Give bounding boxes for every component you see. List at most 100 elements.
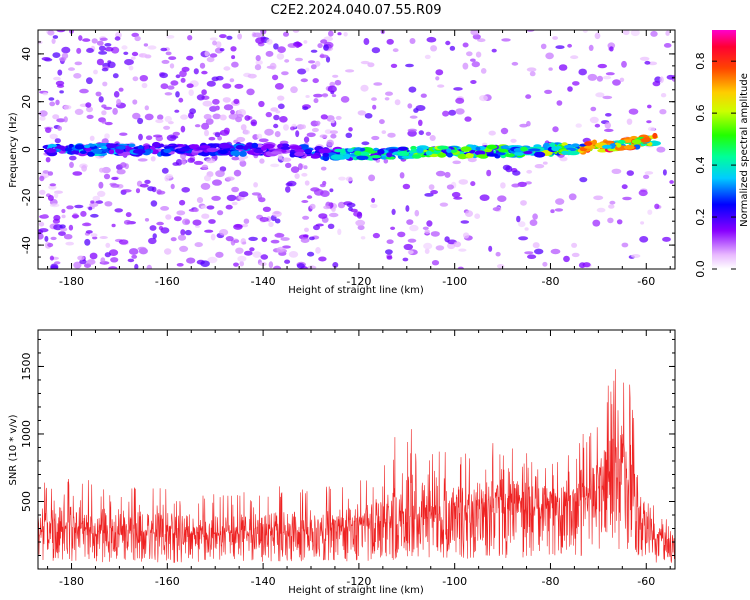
heatmap-cell [164,115,172,123]
heatmap-cell [292,30,300,33]
heatmap-cell [501,38,511,42]
heatmap-cell [276,53,285,60]
heatmap-cell [386,255,393,260]
heatmap-cell [41,57,51,61]
heatmap-cell [272,210,282,217]
ridge-cell [520,146,528,152]
heatmap-cell [277,152,283,160]
ridge-cell [465,152,474,159]
heatmap-cell [367,62,375,68]
heatmap-cell [567,43,572,48]
heatmap-cell [148,237,157,245]
heatmap-cell [462,62,469,70]
heatmap-cell [403,243,413,251]
heatmap-cell [418,130,424,136]
heatmap-cell [402,257,409,262]
heatmap-cell [212,113,221,120]
heatmap-cell [646,120,652,124]
heatmap-cell [448,109,457,116]
heatmap-cell [406,219,414,225]
heatmap-cell [160,47,168,52]
heatmap-cell [104,252,111,258]
heatmap-cell [194,242,203,248]
heatmap-cell [258,138,269,143]
heatmap-cell [223,66,231,71]
heatmap-cell [212,40,217,46]
heatmap-cell [462,42,469,48]
heatmap-cell [80,210,87,217]
heatmap-cell [669,180,674,184]
heatmap-cell [96,58,104,66]
heatmap-cell [49,203,60,208]
heatmap-cell [293,42,303,47]
heatmap-cell [252,251,262,258]
ridge-cell [549,142,556,148]
heatmap-cell [158,226,164,231]
heatmap-cell [164,248,172,255]
heatmap-cell [146,264,152,269]
heatmap-cell [492,207,501,212]
heatmap-cell [101,166,111,174]
heatmap-cell [422,226,429,230]
heatmap-cell [202,100,213,107]
heatmap-cell [558,64,568,71]
ridge-cell [584,141,593,146]
heatmap-cell [273,114,280,121]
ridge-cell [247,150,256,155]
heatmap-cell [474,213,481,219]
heatmap-cell [103,173,111,180]
ridge-cell [92,148,103,154]
heatmap-cell [193,160,204,165]
heatmap-cell [52,35,59,39]
heatmap-cell [304,180,310,186]
heatmap-cell [53,76,61,81]
heatmap-cell [170,183,175,190]
heatmap-cell [532,242,540,249]
heatmap-cell [104,121,113,126]
heatmap-cell [587,73,598,81]
heatmap-cell [306,195,313,199]
heatmap-cell [268,261,274,269]
heatmap-cell [435,170,446,177]
heatmap-cell [612,79,621,86]
heatmap-cell [207,256,218,264]
heatmap-cell [210,233,216,241]
heatmap-cell [630,30,640,37]
heatmap-cell [370,203,378,209]
heatmap-cell [114,208,123,213]
heatmap-cell [589,116,599,124]
ridge-cell [561,150,569,155]
heatmap-cell [544,89,553,94]
heatmap-cell [346,202,356,208]
heatmap-cell [89,202,99,207]
heatmap-cell [309,203,316,210]
heatmap-cell [273,265,282,269]
heatmap-cell [56,118,66,123]
heatmap-cell [283,31,289,37]
heatmap-cell [372,104,377,110]
heatmap-cell [255,37,265,44]
heatmap-cell [108,249,119,256]
heatmap-cell [206,158,216,164]
heatmap-cell [54,138,61,144]
heatmap-cell [144,218,150,222]
heatmap-cell [644,60,651,65]
heatmap-cell [297,68,307,75]
heatmap-cell [170,237,177,242]
heatmap-cell [348,127,353,132]
heatmap-cell [206,56,215,63]
heatmap-cell [172,131,180,136]
heatmap-cell [665,30,670,36]
heatmap-cell [319,134,328,138]
heatmap-cell [39,189,46,195]
heatmap-cell [639,236,649,243]
heatmap-cell [285,162,292,168]
heatmap-cell [373,82,383,86]
heatmap-cell [269,62,277,70]
heatmap-cell [622,30,630,36]
heatmap-cell [107,61,116,69]
heatmap-cell [525,94,532,99]
heatmap-cell [453,196,463,200]
heatmap-cell [331,207,336,212]
heatmap-cell [371,197,376,203]
